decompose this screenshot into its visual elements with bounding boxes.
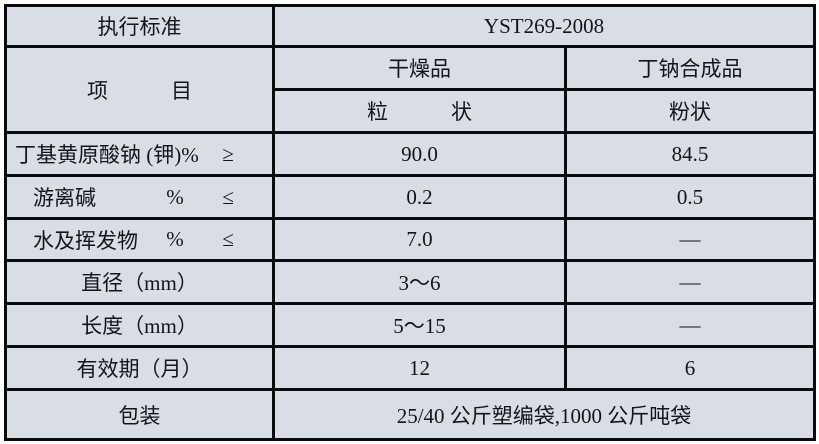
row-length: 长度（mm） 5～15 — (4, 302, 817, 348)
dry-product-header-cell: 干燥品 (272, 45, 567, 91)
row-diameter: 直径（mm） 3～6 — (4, 259, 817, 305)
row-free-alkali: 游离碱 % ≤ 0.2 0.5 (4, 174, 817, 220)
item-label-cell: 项 目 (4, 45, 275, 134)
spec-name: 丁基黄原酸钠 (钾)% (15, 143, 199, 167)
xanthate-label: 丁基黄原酸钠 (钾)% ≥ (9, 139, 271, 169)
standard-value-cell: YST269-2008 (271, 4, 817, 48)
lte-symbol: ≤ (222, 227, 234, 251)
free-alkali-sodium-value-cell: 0.5 (563, 174, 817, 220)
moisture-sodium-value-cell: — (563, 217, 817, 262)
gte-symbol: ≥ (222, 141, 234, 166)
moisture-label: 水及挥发物 % ≤ (9, 225, 271, 255)
packaging-value-cell: 25/40 公斤塑编袋,1000 公斤吨袋 (271, 388, 817, 441)
sodium-product-header-cell: 丁钠合成品 (563, 45, 817, 91)
lte-symbol: ≤ (222, 184, 234, 209)
length-dry-value-cell: 5～15 (272, 302, 567, 348)
standard-label-cell: 执行标准 (4, 4, 275, 48)
row-moisture: 水及挥发物 % ≤ 7.0 — (4, 217, 817, 262)
row-xanthate-content: 丁基黄原酸钠 (钾)% ≥ 90.0 84.5 (4, 131, 817, 177)
length-label-cell: 长度（mm） (4, 302, 275, 348)
length-sodium-value-cell: — (563, 302, 817, 348)
free-alkali-label: 游离碱 % ≤ (9, 182, 271, 212)
spec-name: 游离碱 (33, 186, 96, 210)
free-alkali-dry-value-cell: 0.2 (272, 174, 567, 220)
row-shelf-life: 有效期（月） 12 6 (4, 345, 817, 391)
xanthate-dry-value-cell: 90.0 (272, 131, 567, 177)
shelf-life-dry-value-cell: 12 (272, 345, 567, 391)
packaging-label-cell: 包装 (4, 388, 275, 441)
shelf-life-sodium-value-cell: 6 (563, 345, 817, 391)
diameter-sodium-value-cell: — (563, 259, 817, 305)
row-standard: 执行标准 YST269-2008 (4, 4, 817, 48)
sodium-product-form-cell: 粉状 (563, 88, 817, 134)
percent-unit: % (166, 227, 184, 251)
product-spec-table: 执行标准 YST269-2008 项 目 干燥品 丁钠合成品 粒 状 粉状 丁基… (4, 4, 817, 441)
row-column-headers: 项 目 干燥品 丁钠合成品 (4, 45, 817, 134)
xanthate-sodium-value-cell: 84.5 (563, 131, 817, 177)
spec-name: 水及挥发物 (33, 228, 138, 253)
percent-unit: % (166, 184, 184, 209)
row-form-headers: 粒 状 粉状 (6, 88, 817, 134)
xanthate-label-cell: 丁基黄原酸钠 (钾)% ≥ (4, 131, 275, 177)
moisture-dry-value-cell: 7.0 (272, 217, 567, 262)
diameter-dry-value-cell: 3～6 (272, 259, 567, 305)
dry-product-form-cell: 粒 状 (272, 88, 567, 134)
free-alkali-label-cell: 游离碱 % ≤ (4, 174, 275, 220)
moisture-label-cell: 水及挥发物 % ≤ (4, 217, 275, 262)
diameter-label-cell: 直径（mm） (4, 259, 275, 305)
shelf-life-label-cell: 有效期（月） (4, 345, 275, 391)
row-packaging: 包装 25/40 公斤塑编袋,1000 公斤吨袋 (4, 388, 817, 441)
